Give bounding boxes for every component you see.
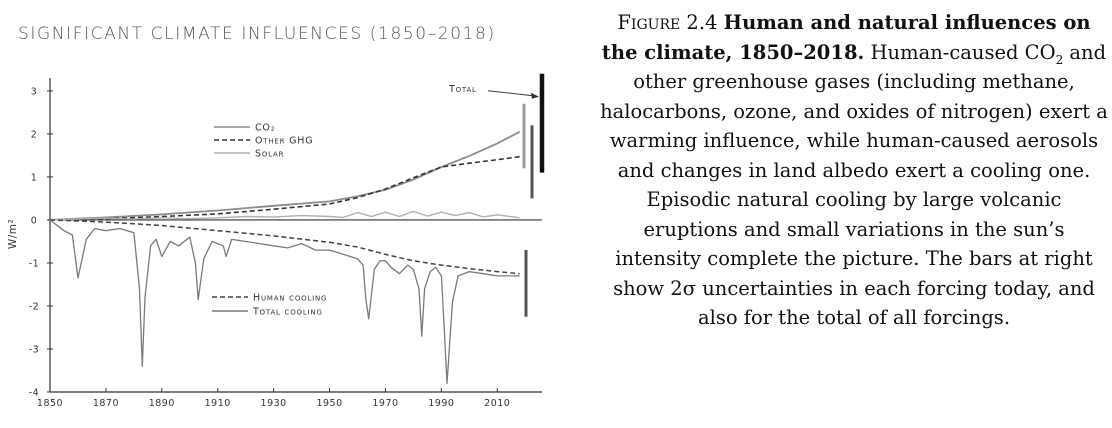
legend-label-solar: Solar — [255, 149, 284, 160]
x-tick-label: 2010 — [484, 398, 510, 409]
x-tick-label: 1850 — [37, 398, 63, 409]
y-tick-label: -3 — [29, 344, 39, 355]
x-tick-label: 1890 — [149, 398, 175, 409]
series-line-human-cooling — [49, 219, 520, 275]
x-tick-label: 1950 — [316, 398, 342, 409]
x-tick-label: 1970 — [372, 398, 398, 409]
x-tick-label: 1930 — [261, 398, 287, 409]
uncertainty-bars — [522, 73, 545, 317]
y-tick-label: 3 — [31, 86, 38, 97]
x-axis-ticks: 1850 1870 1890 1910 1930 1950 1970 1990 2010 — [37, 388, 510, 409]
y-axis-ticks: 3 2 1 0 -1 -2 -3 -4 — [29, 86, 53, 399]
series-line-total-cooling — [49, 219, 520, 385]
y-tick-label: -4 — [29, 388, 39, 399]
x-tick-label: 1910 — [205, 398, 231, 409]
annotation-arrow-head — [531, 92, 539, 99]
legend-label-co2: CO₂ — [255, 123, 275, 134]
series-line-other-ghg — [49, 155, 520, 221]
y-tick-label: -2 — [29, 301, 39, 312]
uncertainty-bar-human-cooling — [524, 250, 528, 317]
caption-subscript: 2 — [1055, 52, 1064, 67]
legend-label-total-cooling: Total cooling — [252, 307, 323, 318]
figure-label: Figure 2.4 — [617, 11, 718, 34]
x-tick-label: 1990 — [428, 398, 454, 409]
figure-caption: Figure 2.4 Human and natural influences … — [598, 8, 1110, 333]
chart-title: Significant climate influences (1850–201… — [18, 24, 496, 44]
y-tick-label: -1 — [29, 258, 39, 269]
y-tick-label: 0 — [31, 215, 38, 226]
annotation-arrow-line — [487, 90, 534, 97]
legend-label-other-ghg: Other GHG — [255, 136, 313, 147]
caption-text-start: Human-caused CO — [870, 40, 1056, 64]
annotations: Total — [448, 84, 539, 99]
uncertainty-bar-co2 — [522, 103, 526, 169]
uncertainty-bar-total — [539, 73, 545, 173]
series-layer — [49, 131, 521, 385]
axes — [49, 78, 542, 393]
y-tick-label: 1 — [31, 172, 38, 183]
series-line-co2 — [49, 131, 521, 221]
x-tick-label: 1870 — [93, 398, 119, 409]
caption-text-rest: and other greenhouse gases (including me… — [600, 40, 1108, 330]
series-line-solar — [49, 210, 520, 221]
legend-warming: CO₂ Other GHG Solar — [214, 123, 313, 160]
annotation-label-total: Total — [448, 84, 477, 95]
y-axis-label: W/m² — [7, 219, 19, 249]
uncertainty-bar-other-ghg — [530, 125, 534, 199]
legend-cooling: Human cooling Total cooling — [212, 293, 327, 318]
climate-influence-chart: 3 2 1 0 -1 -2 -3 -4 1850 1870 1890 1910 1930 1950 197… — [7, 73, 545, 409]
figure-title: Human and natural influences on the clim… — [601, 11, 1091, 64]
y-tick-label: 2 — [31, 129, 38, 140]
legend-label-human-cooling: Human cooling — [253, 293, 327, 304]
